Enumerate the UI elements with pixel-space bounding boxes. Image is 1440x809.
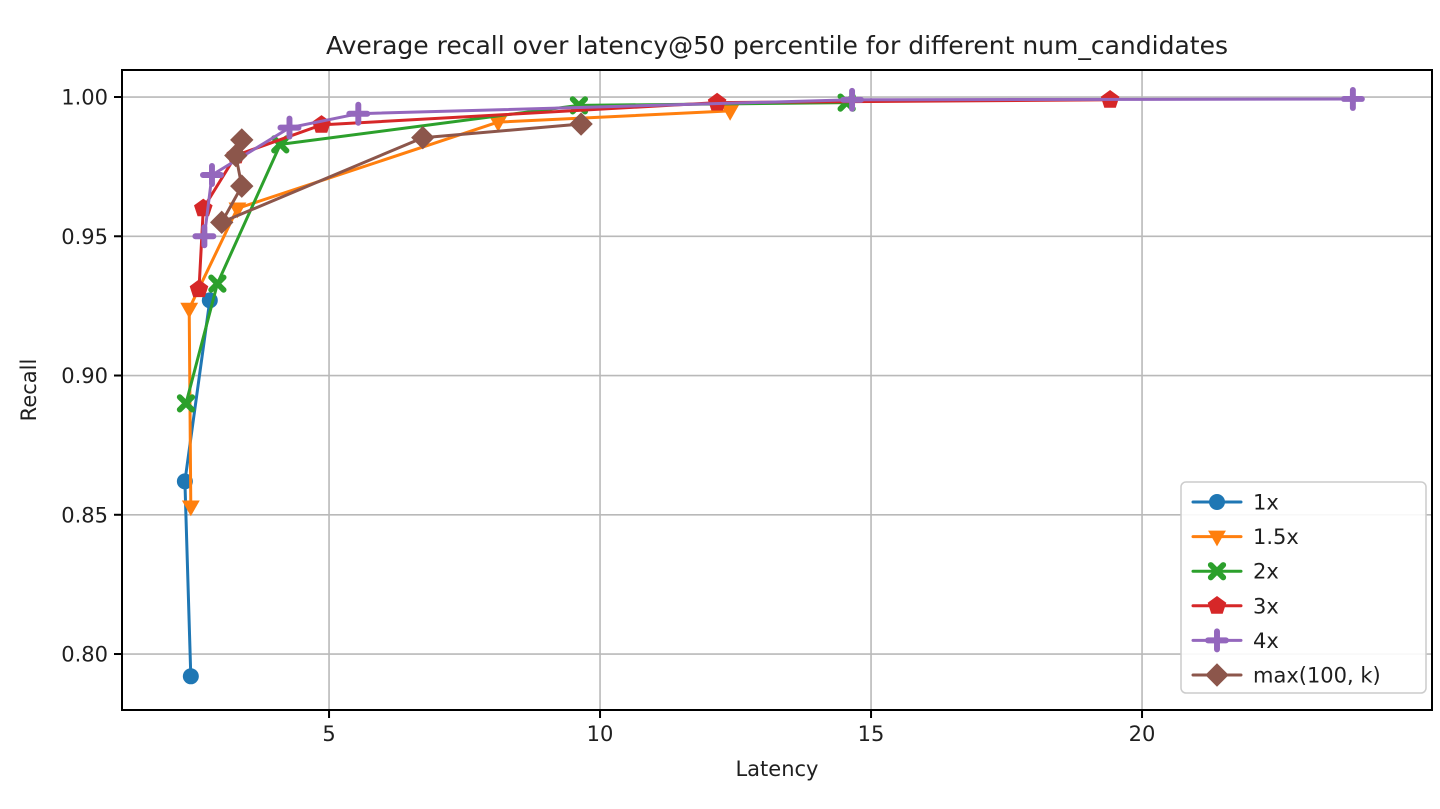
y-axis-label: Recall	[17, 359, 41, 422]
x-tick-label: 15	[858, 722, 885, 746]
x-tick-label: 20	[1129, 722, 1156, 746]
legend-entry-2x: 2x	[1191, 560, 1279, 584]
series-1x	[176, 292, 218, 685]
legend-label: 2x	[1253, 560, 1279, 584]
x-tick-label: 5	[322, 722, 335, 746]
legend-label: max(100, k)	[1253, 664, 1381, 688]
series-max-100-k-	[210, 112, 593, 235]
legend-label: 1x	[1253, 491, 1279, 515]
legend-entry-4x: 4x	[1191, 628, 1279, 653]
grid	[122, 70, 1432, 710]
series-4x	[192, 86, 1365, 249]
chart-title: Average recall over latency@50 percentil…	[326, 31, 1228, 60]
legend-entry-1x: 1x	[1191, 491, 1279, 515]
legend-entry-3x: 3x	[1191, 594, 1279, 618]
legend-label: 4x	[1253, 629, 1279, 653]
y-tick-label: 0.85	[61, 503, 108, 527]
y-tick-label: 0.95	[61, 225, 108, 249]
axes	[114, 69, 1433, 718]
x-tick-label: 10	[587, 722, 614, 746]
series-2x	[176, 93, 856, 413]
y-tick-label: 0.90	[61, 364, 108, 388]
legend-entry-1-5x: 1.5x	[1191, 525, 1299, 549]
legend-label: 1.5x	[1253, 525, 1299, 549]
legend-label: 3x	[1253, 594, 1279, 618]
y-tick-label: 1.00	[61, 86, 108, 110]
tick-labels: 5 10 15 20 0.80 0.85 0.90 0.95 1.00	[61, 86, 1155, 746]
x-axis-label: Latency	[735, 757, 818, 781]
legend-entry-max-100-k-: max(100, k)	[1191, 663, 1381, 688]
series-1-5x	[180, 104, 740, 517]
legend: 1x 1.5x 2x 3x 4x max(100, k)	[1180, 481, 1427, 694]
y-tick-label: 0.80	[61, 643, 108, 667]
